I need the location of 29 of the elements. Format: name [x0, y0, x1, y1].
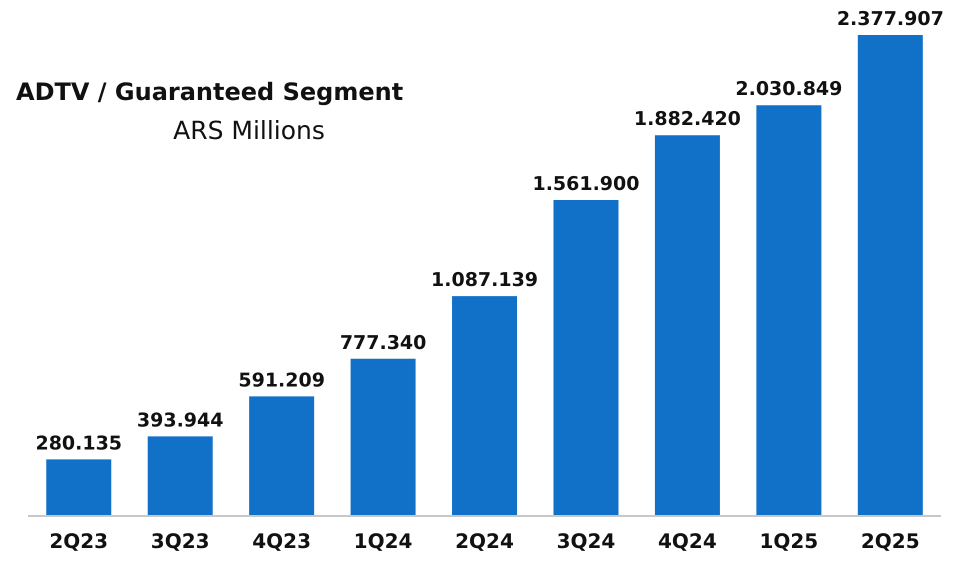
text: ARS Millions — [172, 116, 326, 145]
data-label: 777.340 — [340, 332, 426, 354]
data-label: 2.030.849 — [735, 78, 842, 100]
x-tick-label: 4Q23 — [252, 529, 311, 554]
bar — [249, 396, 314, 516]
x-tick-label: 2Q23 — [49, 529, 108, 554]
x-tick-label: 2Q24 — [455, 529, 514, 554]
data-label: 280.135 — [35, 432, 122, 454]
data-label: 2.377.907 — [836, 8, 944, 30]
text: ADTV / Guaranteed Segment — [16, 78, 404, 106]
data-label: 1.561.900 — [532, 173, 640, 196]
data-label: 591.209 — [238, 369, 325, 392]
x-tick-label: 1Q24 — [354, 529, 412, 554]
bar — [350, 358, 416, 516]
bar — [654, 135, 720, 516]
x-tick-label: 1Q25 — [759, 529, 818, 554]
data-label: 1.087.139 — [431, 269, 538, 292]
x-tick-label: 3Q23 — [150, 529, 210, 554]
bar — [148, 436, 213, 516]
data-label: 1.882.420 — [634, 108, 741, 130]
bar — [46, 459, 112, 516]
x-tick-label: 3Q24 — [556, 529, 616, 554]
bar — [858, 35, 923, 516]
bar — [756, 105, 822, 516]
bar — [452, 296, 518, 516]
x-tick-label: 2Q25 — [860, 529, 920, 554]
x-tick-label: 4Q24 — [658, 529, 717, 554]
data-label: 393.944 — [136, 409, 224, 432]
bar — [553, 200, 618, 516]
